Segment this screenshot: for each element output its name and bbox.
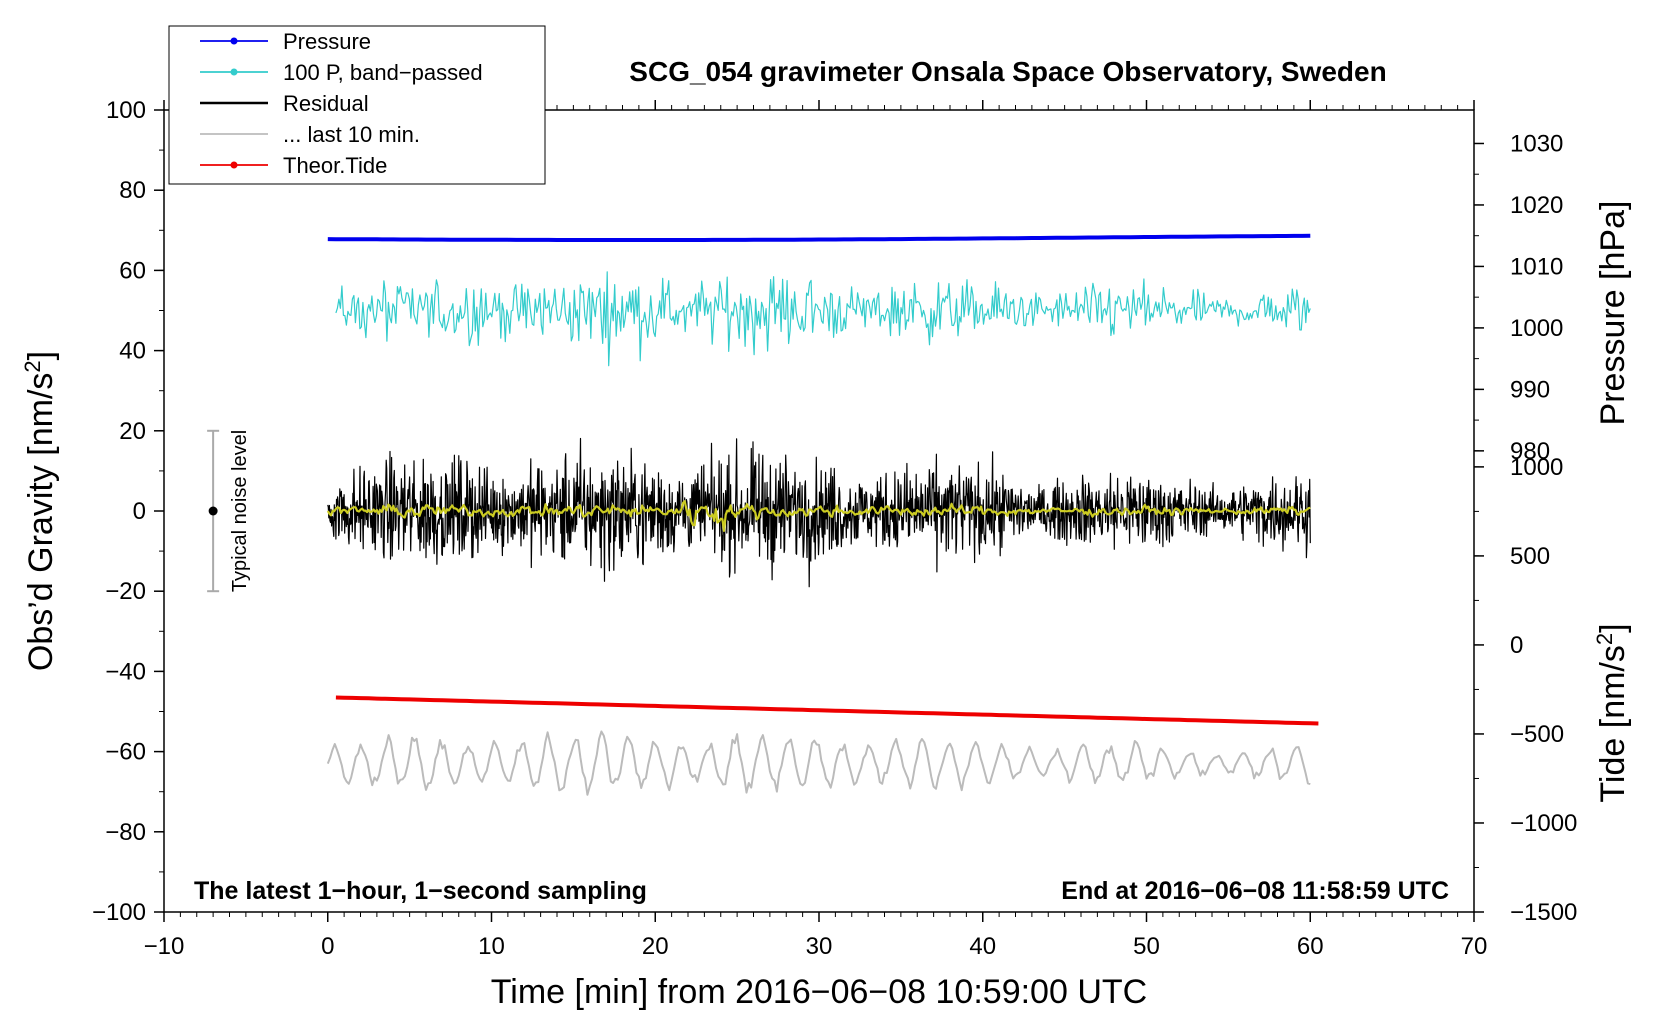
y-tick-label: 0: [133, 498, 146, 525]
noise-label: Typical noise level: [229, 430, 251, 592]
x-tick-label: 10: [478, 933, 505, 960]
legend: Pressure 100 P, band−passed Residual ... la…: [168, 25, 546, 185]
pressure-tick-label: 980: [1510, 438, 1550, 465]
pressure-tick-label: 990: [1510, 376, 1550, 403]
x-tick-label: 20: [642, 933, 669, 960]
legend-label: 100 P, band−passed: [283, 60, 483, 85]
legend-item: Theor.Tide: [200, 153, 387, 178]
y-tick-label: −40: [105, 658, 146, 685]
series-layer: [326, 233, 1319, 796]
x-tick-label: 60: [1297, 933, 1324, 960]
pressure-tick-label: 1000: [1510, 315, 1563, 342]
chart-title: SCG_054 gravimeter Onsala Space Observat…: [629, 56, 1386, 87]
tide-tick-label: −500: [1510, 721, 1564, 748]
noise-level-indicator: Typical noise level: [207, 429, 251, 593]
x-tick-label: −10: [144, 933, 185, 960]
tide-tick-label: −1000: [1510, 810, 1577, 837]
y-axis-tide-title: Tide [nm/s2]: [1592, 623, 1632, 802]
legend-label: Residual: [283, 91, 369, 116]
legend-label: Theor.Tide: [283, 153, 387, 178]
legend-marker: [230, 37, 238, 45]
legend-item: Residual: [200, 91, 369, 116]
tide-tick-label: 1000: [1510, 454, 1563, 481]
y-tick-label: −80: [105, 819, 146, 846]
tide-tick-label: 0: [1510, 632, 1523, 659]
legend-item: Pressure: [200, 29, 371, 54]
legend-box: [168, 25, 546, 185]
x-tick-label: 70: [1461, 933, 1488, 960]
annotation-sampling: The latest 1−hour, 1−second sampling: [194, 877, 647, 905]
x-tick-label: 0: [321, 933, 334, 960]
pressure-tick-label: 1020: [1510, 192, 1563, 219]
x-tick-label: 50: [1133, 933, 1160, 960]
x-tick-label: 40: [969, 933, 996, 960]
series-line-residual: [327, 437, 1311, 588]
series-line-tide: [335, 695, 1319, 726]
y-axis-pressure-title: Pressure [hPa]: [1594, 201, 1632, 426]
pressure-tick-label: 1010: [1510, 253, 1563, 280]
legend-item: 100 P, band−passed: [200, 60, 483, 85]
x-tick-label: 30: [806, 933, 833, 960]
y-tick-label: −60: [105, 739, 146, 766]
pressure-tick-label: 1030: [1510, 130, 1563, 157]
ticks-layer: −10 0 10 20 30 40 50 60 70−100−80−60−40−20020406…: [92, 97, 1577, 960]
y-tick-label: −20: [105, 578, 146, 605]
y-tick-label: 40: [119, 338, 146, 365]
y-tick-label: 60: [119, 257, 146, 284]
legend-label: Pressure: [283, 29, 371, 54]
y-tick-label: 20: [119, 418, 146, 445]
series-line-last10: [326, 730, 1311, 796]
y-tick-label: −100: [92, 899, 146, 926]
series-line-pressure: [327, 233, 1311, 242]
legend-item: ... last 10 min.: [200, 122, 420, 147]
noise-center-dot: [208, 506, 218, 516]
series-line-smoothed: [326, 500, 1311, 532]
legend-label: ... last 10 min.: [283, 122, 420, 147]
legend-marker: [230, 161, 238, 169]
legend-marker: [230, 68, 238, 76]
y-tick-label: 80: [119, 177, 146, 204]
y-axis-left-title: Obs’d Gravity [nm/s2]: [20, 351, 60, 671]
tide-tick-label: −1500: [1510, 899, 1577, 926]
series-line-bandpassed: [335, 271, 1311, 367]
annotation-end-time: End at 2016−06−08 11:58:59 UTC: [1061, 877, 1449, 905]
y-tick-label: 100: [106, 97, 146, 124]
x-axis-title: Time [min] from 2016−06−08 10:59:00 UTC: [491, 973, 1147, 1011]
tide-tick-label: 500: [1510, 543, 1550, 570]
